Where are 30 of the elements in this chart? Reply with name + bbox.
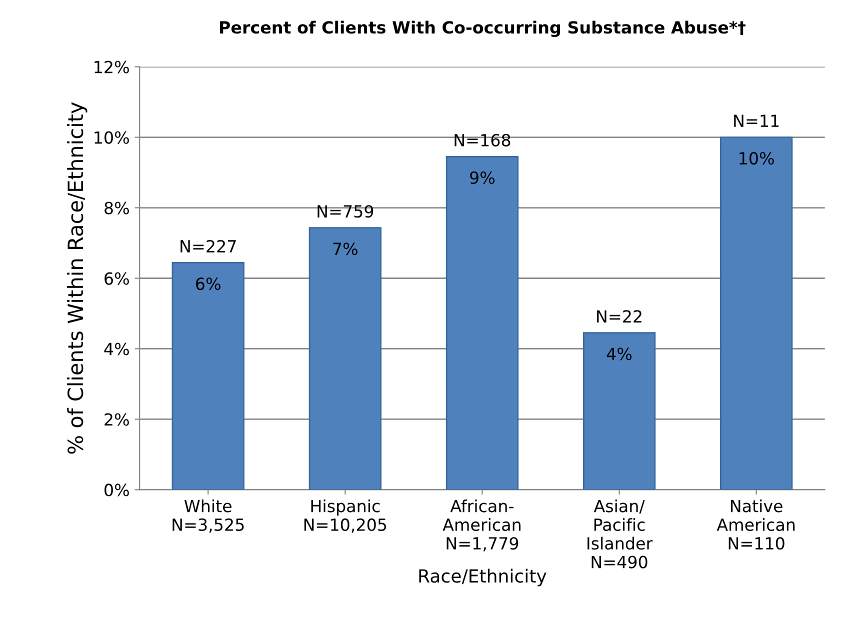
bar [720, 136, 793, 490]
chart-title: Percent of Clients With Co-occurring Substance Abuse*† [220, 20, 746, 38]
bar [308, 227, 382, 490]
x-tick-label: Native American N=110 [716, 499, 795, 550]
annotation: N=227 [180, 240, 236, 252]
x-tick-label: Asian/ Pacific Islander N=490 [588, 499, 653, 568]
data-label: 9% [470, 171, 495, 184]
y-tick-label: 0% [104, 484, 129, 496]
y-tick-label: 12% [94, 60, 129, 74]
data-label: 7% [333, 242, 358, 256]
y-tick-label: 6% [104, 272, 129, 285]
data-label: 6% [196, 277, 220, 290]
data-label: 4% [606, 348, 632, 360]
bar [582, 332, 656, 490]
annotation: N=22 [597, 310, 642, 322]
data-label: 10% [740, 152, 774, 165]
x-tick-label: African- American N=1,779 [442, 499, 520, 552]
annotation: N=759 [318, 205, 374, 218]
annotation: N=168 [454, 134, 510, 146]
bar [446, 156, 519, 490]
y-tick-label: 4% [104, 342, 129, 356]
x-tick-label: White N=3,525 [172, 499, 244, 533]
y-axis-title: % of Clients Within Race/Ethnicity [67, 102, 88, 454]
x-tick-label: Hispanic N=10,205 [304, 499, 386, 533]
y-tick-label: 10% [94, 131, 129, 144]
y-tick-label: 2% [104, 413, 129, 426]
bar [172, 262, 244, 490]
x-axis-title: Race/Ethnicity [419, 568, 546, 586]
annotation: N=11 [734, 114, 779, 127]
y-tick-label: 8% [104, 202, 129, 214]
